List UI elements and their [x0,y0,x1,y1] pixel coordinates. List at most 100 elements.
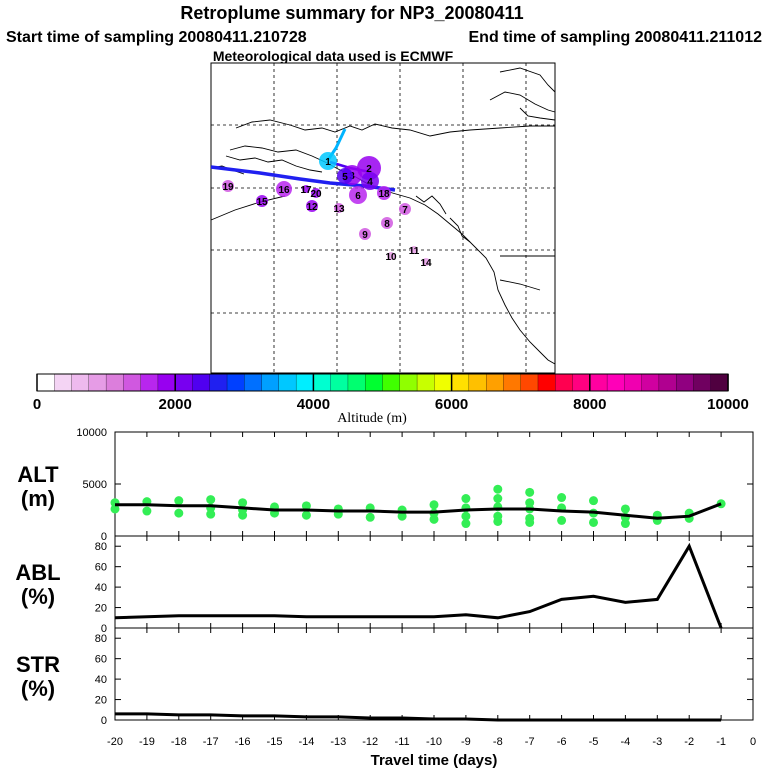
met-data-label: Meteorological data used is ECMWF [213,48,454,64]
y-tick-label: 0 [101,531,107,543]
y-tick-label: 20 [95,695,107,707]
scatter-point [429,500,439,510]
scatter-point [461,494,471,504]
map-marker-label: 5 [342,172,348,183]
colorbar-cell [226,373,245,392]
series-line [115,712,722,722]
map-marker [387,252,395,260]
colorbar-cell [330,373,349,392]
map-marker-label: 2 [366,164,372,175]
panel-frame [114,535,754,629]
x-tick-label: -20 [107,736,123,748]
scatter-point [397,511,407,521]
y-tick-label: 0 [101,623,107,635]
map-marker [359,228,371,240]
colorbar-cell [399,373,418,392]
colorbar-cell [157,373,176,392]
colorbar-tick-label: 2000 [159,396,192,413]
colorbar-label: Altitude (m) [337,411,407,426]
colorbar-cell [485,373,505,392]
colorbar-tick-label: 6000 [435,396,468,413]
scatter-point [110,504,120,514]
map-marker [337,168,353,184]
y-tick-label: 40 [95,582,107,594]
x-tick-label: -3 [652,736,662,748]
scatter-point [557,493,567,503]
y-tick-label: 60 [95,654,107,666]
colorbar-cell [641,373,660,392]
colorbar-cell [347,373,366,392]
scatter-point [493,494,503,504]
x-tick-label: -19 [139,736,155,748]
y-tick-label: 80 [95,541,107,553]
scatter-point [557,515,567,525]
x-tick-label: -7 [525,736,535,748]
panel-alt: 0 5000 10000 ALT(m) [17,427,754,543]
map-marker [334,203,344,213]
colorbar-cell [278,373,297,392]
colorbar-cell [468,373,487,392]
scatter-point [142,506,152,516]
map-marker [422,258,430,266]
colorbar-cell [555,373,574,392]
map-marker [377,186,391,200]
map-marker [256,195,268,207]
scatter-point [206,509,216,519]
map-marker-label: 16 [278,185,290,196]
scatter-point [206,495,216,505]
map-marker [361,172,379,190]
panel-label: ABL [15,560,60,585]
scatter-point [493,484,503,494]
map-marker-label: 8 [384,219,390,230]
colorbar-cell [606,373,626,392]
scatter-point [589,496,598,506]
scatter-point [620,504,630,514]
panel-unit-label: (%) [21,584,55,609]
y-tick-label: 20 [95,603,107,615]
colorbar-cell [624,373,643,392]
scatter-point [238,510,248,520]
x-axis-label: Travel time (days) [371,752,498,768]
colorbar-cell [105,373,125,392]
scatter-point [238,498,248,508]
scatter-point [620,519,630,529]
figure-title: Retroplume summary for NP3_20080411 [180,3,523,23]
colorbar-cell [244,373,263,392]
scatter-point [493,516,503,526]
map-frame [210,62,556,374]
map-marker-label: 7 [402,205,408,216]
y-tick-label: 80 [95,633,107,645]
scatter-point [525,487,535,497]
map-marker [381,217,393,229]
panel-label: STR [16,652,60,677]
colorbar-cell [54,373,73,392]
x-tick-label: -4 [621,736,631,748]
colorbar-cell [676,373,695,392]
x-tick-label: -16 [235,736,251,748]
colorbar-tick-label: 4000 [297,396,330,413]
colorbar-cells [36,373,729,392]
map-marker [302,185,310,193]
map-marker [319,152,337,170]
x-tick-label: -13 [330,736,346,748]
time-series-panels: 0500010000ALT(m)020406080ABL(%)020406080… [15,427,756,768]
map-marker [410,246,418,254]
x-tick-label: -15 [267,736,283,748]
map-markers: 1234567891011121314151617181920 [222,152,432,269]
scatter-point [461,519,471,529]
x-tick-label: -1 [716,736,726,748]
colorbar-cell [36,373,55,392]
x-tick-label: -9 [461,736,471,748]
x-tick-label: -18 [171,736,187,748]
scatter-point [525,498,535,508]
colorbar-cell [589,373,608,392]
end-time-label: End time of sampling 20080411.211012 [469,29,763,46]
scatter-point [301,501,311,511]
map-marker-label: 6 [355,191,361,202]
colorbar-cell [710,373,729,392]
x-tick-label: 0 [750,736,756,748]
colorbar-cell [88,373,107,392]
scatter-point [525,517,535,527]
map-marker [276,181,292,197]
